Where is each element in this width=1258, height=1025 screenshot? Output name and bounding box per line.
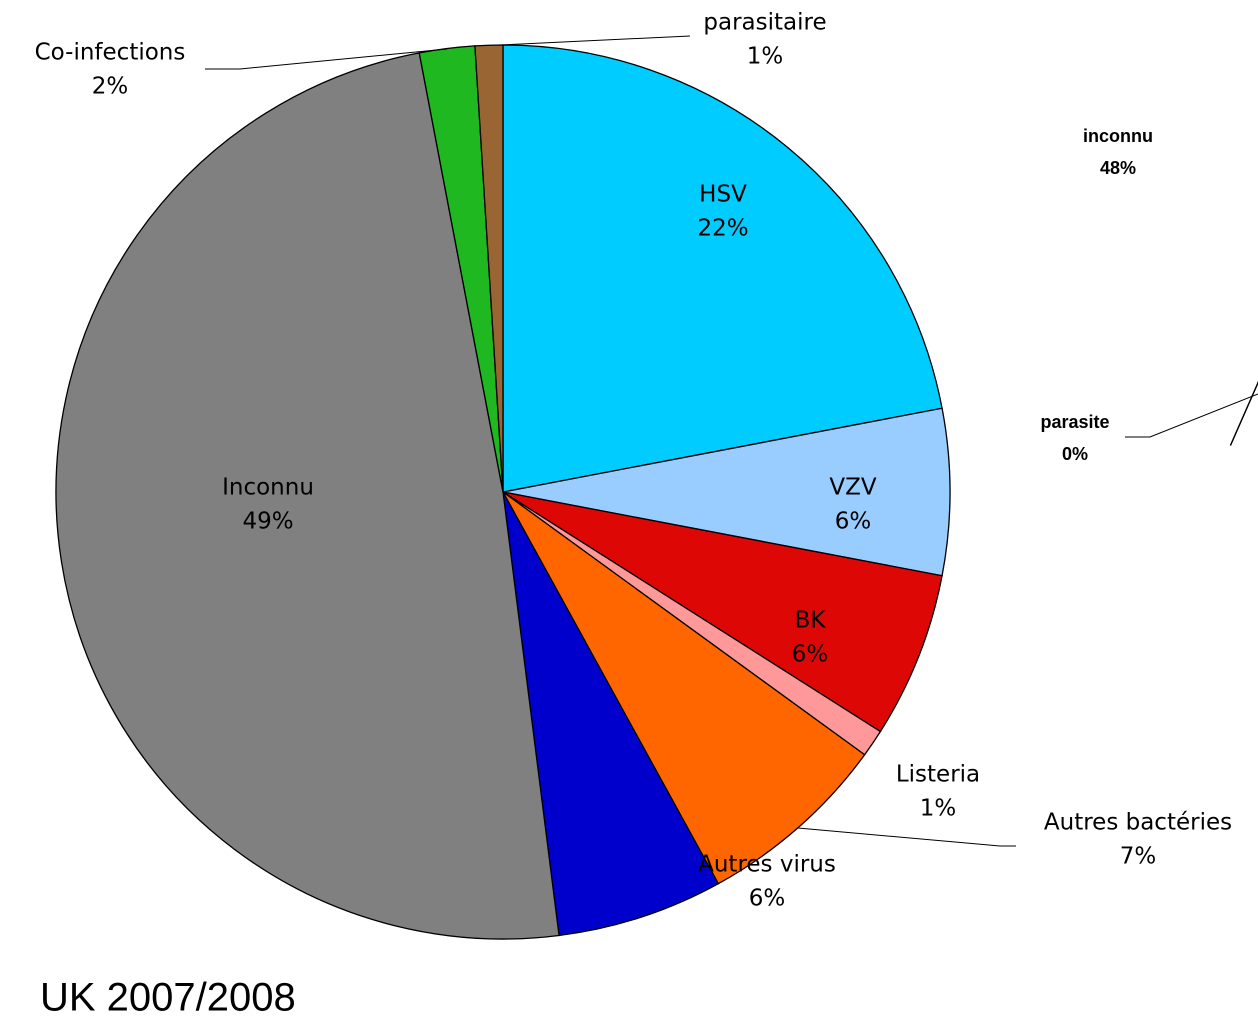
slice-value-label: 2% [92,74,129,100]
slice-value-label: 48% [1100,158,1136,178]
slice-label: Listeria [896,762,980,788]
slice-label: VZV [829,475,876,501]
pie-slice [502,491,720,937]
slice-label: BK [795,608,827,634]
leader-line [205,48,448,70]
slice-label: Inconnu [222,475,314,501]
slice-label: inconnu [1083,126,1153,146]
chart-title: UK 2007/2008 [40,976,296,1020]
slice-label: parasite [1040,412,1109,432]
leader-line [499,35,691,46]
slice-value-label: 1% [747,44,784,70]
slice-label: Autres virus [698,852,836,878]
slice-value-label: 1% [920,796,957,822]
pie-slice [1229,381,1258,446]
leader-line [1125,393,1258,438]
slice-value-label: 0% [1062,444,1088,464]
slice-value-label: 6% [749,886,786,912]
slice-label: Autres bactéries [1044,810,1232,836]
slice-value-label: 22% [697,216,748,242]
slice-label: HSV [699,182,747,208]
pie-slice [502,491,866,885]
slice-value-label: 49% [242,509,293,535]
pie-slice [502,44,943,493]
pie-slice [502,491,943,733]
pie-slice [502,407,951,577]
slice-value-label: 6% [792,642,829,668]
leader-line [797,827,1016,847]
pie-slice [55,52,560,940]
slice-label: Co-infections [35,40,186,66]
slice-label: parasitaire [703,10,826,36]
slice-value-label: 6% [835,509,872,535]
pie-slice [1229,381,1258,446]
slice-value-label: 7% [1120,844,1157,870]
